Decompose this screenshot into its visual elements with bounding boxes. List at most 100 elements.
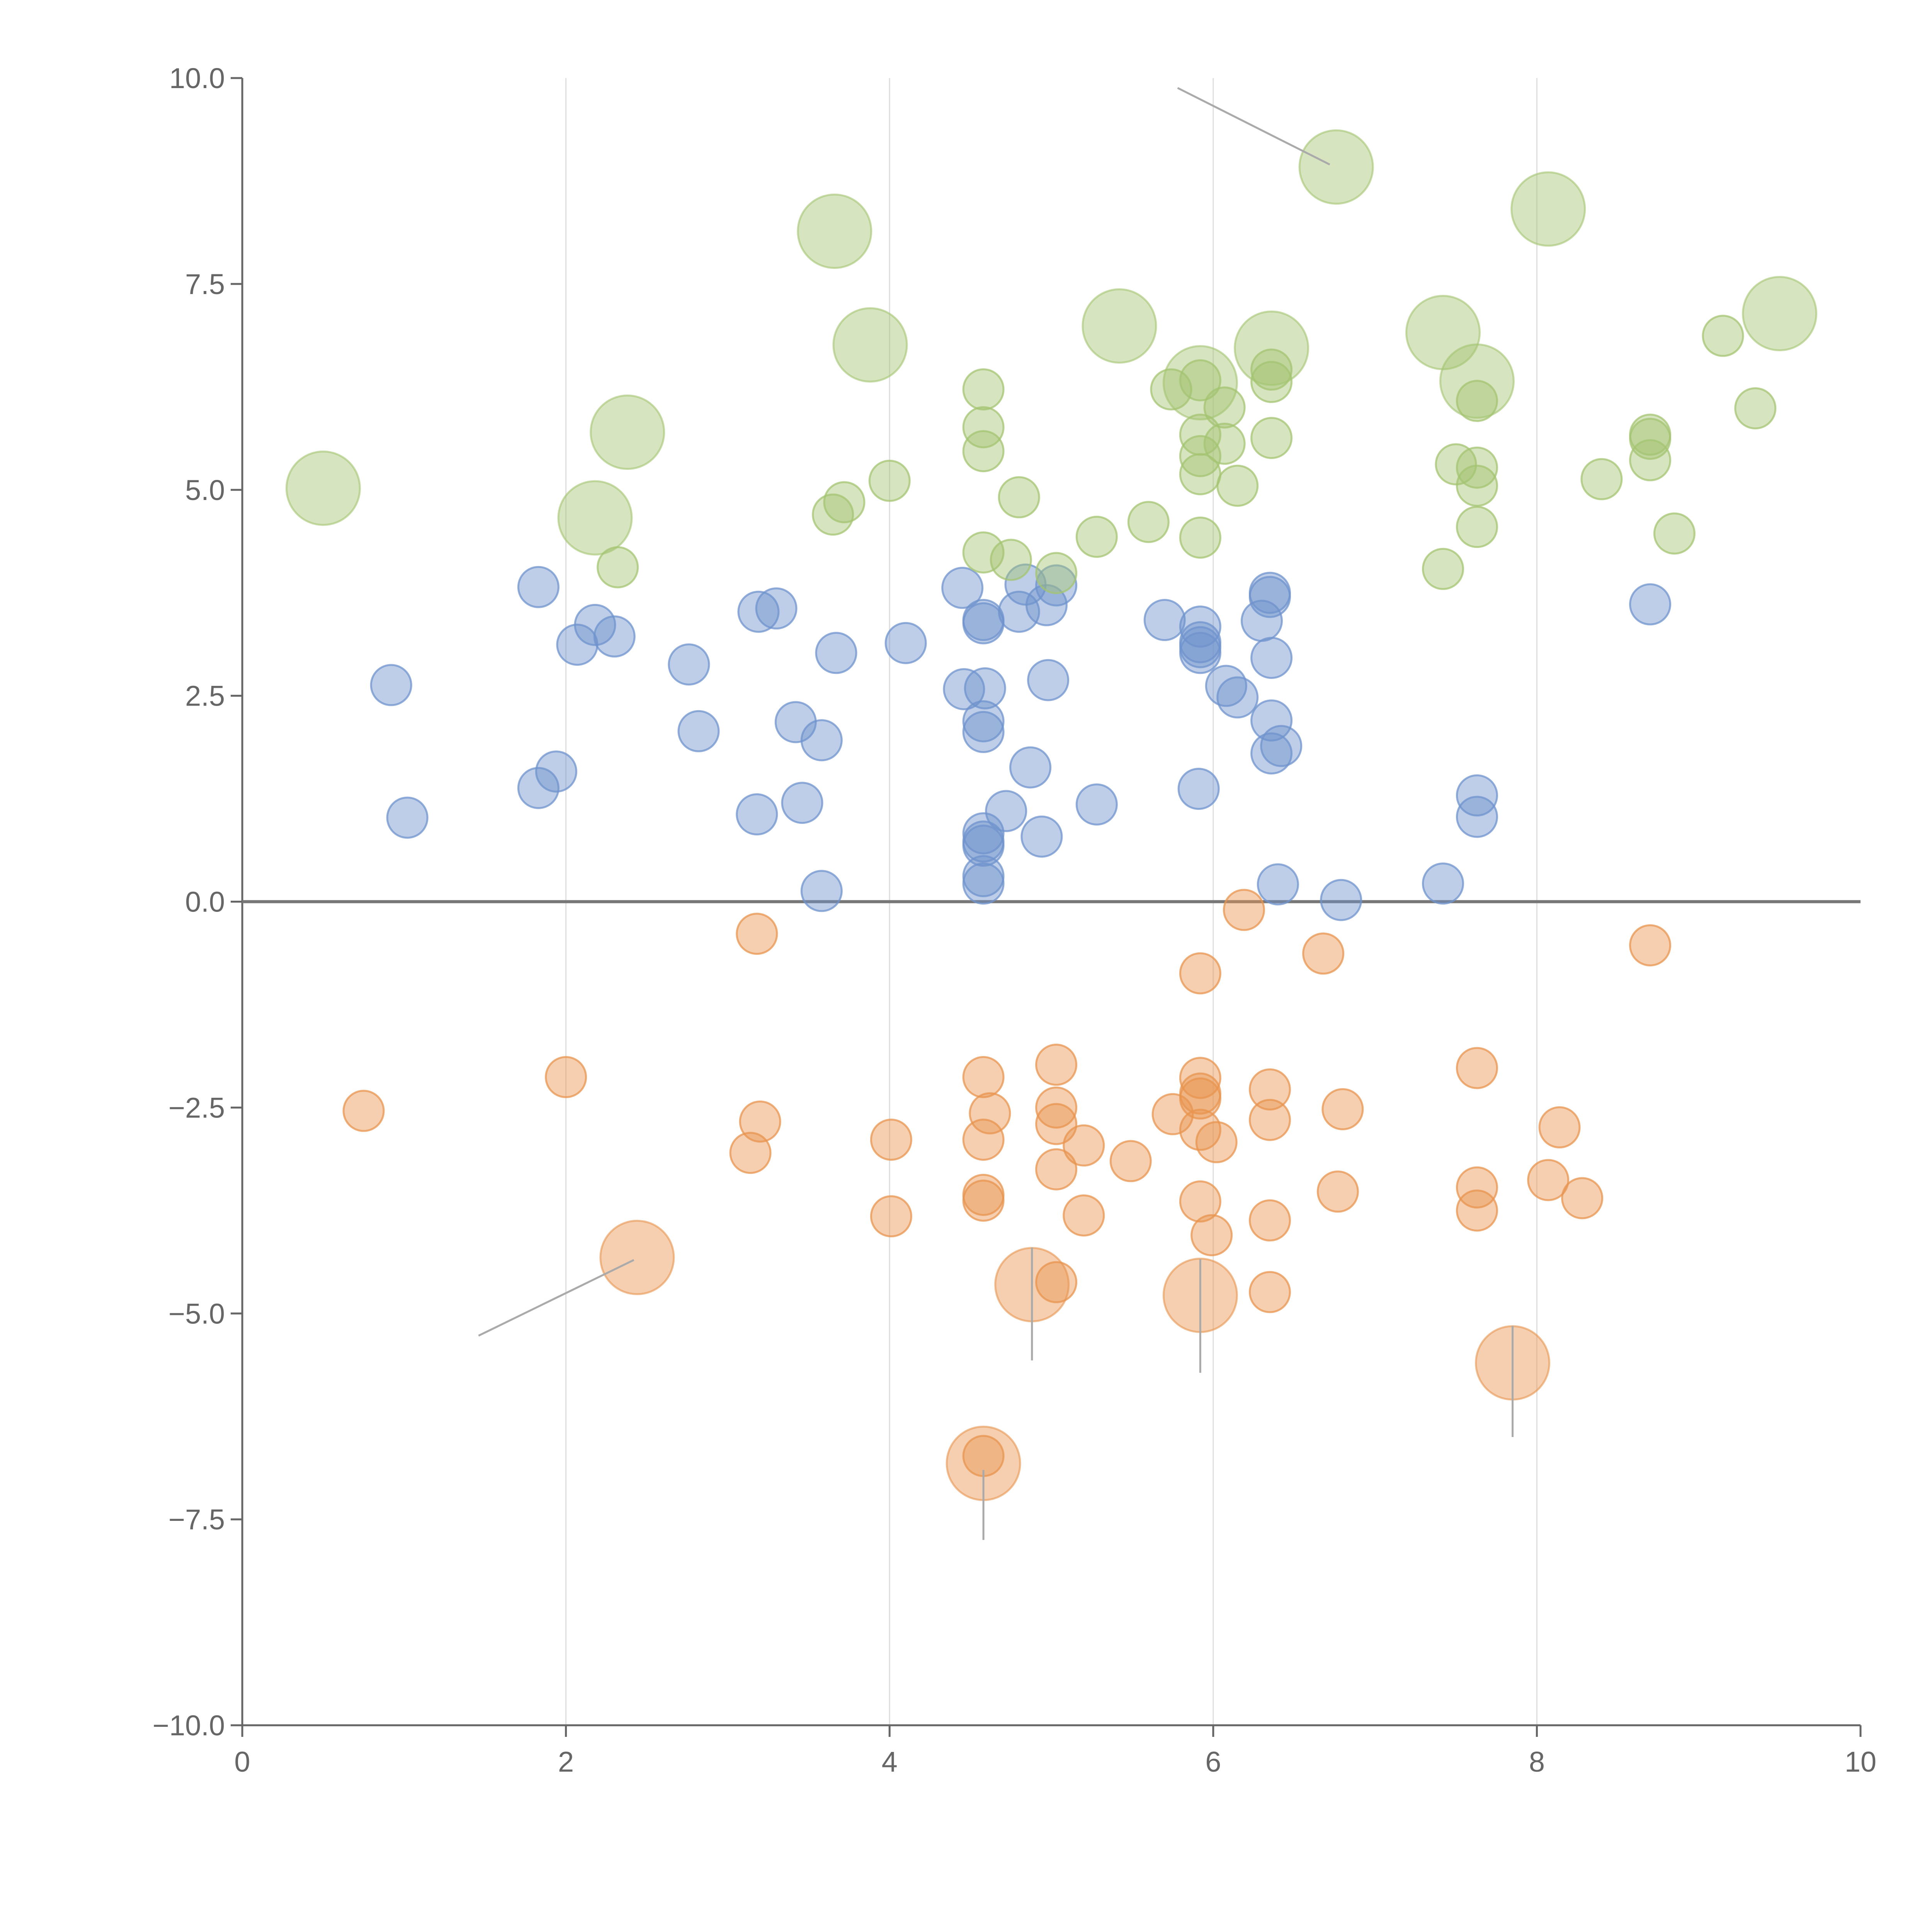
green-large-point <box>1742 276 1818 352</box>
green-point <box>1702 315 1744 357</box>
green-large-point <box>1298 129 1374 205</box>
orange-point <box>870 1195 912 1238</box>
orange-point <box>1035 1148 1078 1190</box>
green-point <box>1127 501 1170 543</box>
green-point <box>1216 464 1259 507</box>
orange-point <box>736 913 778 955</box>
blue-point <box>815 632 857 674</box>
orange-point <box>1316 1170 1359 1213</box>
blue-point <box>737 590 780 633</box>
bubble-layer <box>285 129 1818 1501</box>
orange-point <box>1527 1159 1570 1201</box>
orange-point <box>1302 932 1345 975</box>
green-point <box>1035 552 1078 594</box>
axis-layer <box>231 77 1862 1737</box>
blue-point <box>800 719 843 762</box>
blue-point <box>574 604 616 646</box>
green-large-point <box>797 193 872 269</box>
annotation-leader-line <box>1177 87 1330 166</box>
orange-point <box>962 1119 1005 1161</box>
green-point <box>1456 380 1498 422</box>
orange-point <box>1629 924 1672 966</box>
orange-point <box>1456 1047 1498 1089</box>
green-point <box>962 430 1005 473</box>
blue-point <box>1025 584 1068 626</box>
blue-point <box>800 870 843 912</box>
blue-point <box>1629 583 1672 626</box>
green-point <box>1250 349 1293 391</box>
blue-point <box>1456 796 1498 838</box>
orange-point <box>870 1119 912 1161</box>
green-large-point <box>1162 345 1238 421</box>
blue-point <box>962 820 1005 863</box>
blue-point <box>985 790 1027 832</box>
leader-layer <box>478 87 1514 1540</box>
orange-point <box>545 1056 587 1099</box>
green-large-point <box>557 480 633 556</box>
green-point <box>823 481 866 524</box>
orange-point <box>1179 1180 1221 1223</box>
y-tick-label: −5.0 <box>168 1298 225 1330</box>
green-point <box>962 368 1005 411</box>
orange-point <box>1109 1140 1152 1182</box>
blue-point <box>386 796 429 839</box>
annotation-leader-line <box>478 1259 634 1337</box>
green-point <box>1456 506 1498 548</box>
green-point <box>1653 512 1696 555</box>
orange-point <box>1538 1106 1581 1149</box>
orange-point <box>1179 952 1221 995</box>
y-tick-label: 7.5 <box>185 268 225 300</box>
y-tick-label: 5.0 <box>185 474 225 506</box>
blue-point <box>1075 783 1118 826</box>
orange-point <box>1248 1068 1291 1111</box>
orange-point <box>729 1132 772 1174</box>
green-large-point <box>285 450 361 526</box>
x-tick-label: 4 <box>882 1746 898 1778</box>
green-point <box>1179 359 1221 401</box>
green-point <box>1422 548 1464 590</box>
green-point <box>812 493 854 536</box>
blue-point <box>677 710 720 752</box>
blue-point <box>941 566 984 609</box>
blue-point <box>1456 774 1498 817</box>
blue-point <box>1205 665 1247 707</box>
green-point <box>1250 361 1293 403</box>
blue-point <box>962 599 1005 641</box>
blue-point <box>774 701 817 743</box>
blue-point <box>1260 725 1303 767</box>
blue-point <box>964 667 1006 709</box>
orange-point <box>1035 1086 1078 1129</box>
x-tick-label: 0 <box>234 1746 250 1778</box>
x-tick-label: 10 <box>1845 1746 1876 1778</box>
blue-point <box>1177 767 1220 810</box>
green-point <box>1456 446 1498 489</box>
green-point <box>1456 464 1498 507</box>
blue-point <box>593 615 636 658</box>
blue-point <box>370 664 412 706</box>
green-point <box>1629 439 1672 481</box>
tick-label-layer: −10.0 −7.5 −5.0 −2.5 0.0 2.5 5.0 7.5 10.0 0 2 4 6 8 10 <box>153 62 1876 1778</box>
green-point <box>1734 387 1777 430</box>
blue-point <box>1020 815 1063 858</box>
green-point <box>998 476 1040 519</box>
blue-point <box>1248 576 1291 618</box>
blue-point <box>1257 863 1299 906</box>
orange-point <box>1190 1214 1233 1257</box>
orange-point <box>1321 1088 1364 1131</box>
blue-point <box>1035 564 1078 607</box>
orange-point <box>1179 1077 1221 1120</box>
blue-point <box>781 782 823 824</box>
orange-point <box>1035 1044 1078 1086</box>
orange-point <box>1248 1199 1291 1242</box>
orange-point <box>962 1056 1005 1099</box>
blue-point <box>668 643 710 686</box>
blue-point <box>736 793 778 836</box>
orange-point <box>1223 889 1265 931</box>
orange-point <box>962 1179 1005 1222</box>
x-tick-label: 6 <box>1205 1746 1221 1778</box>
blue-point <box>535 750 577 793</box>
green-point <box>1075 515 1118 558</box>
blue-point <box>962 700 1005 743</box>
blue-point <box>962 862 1005 905</box>
